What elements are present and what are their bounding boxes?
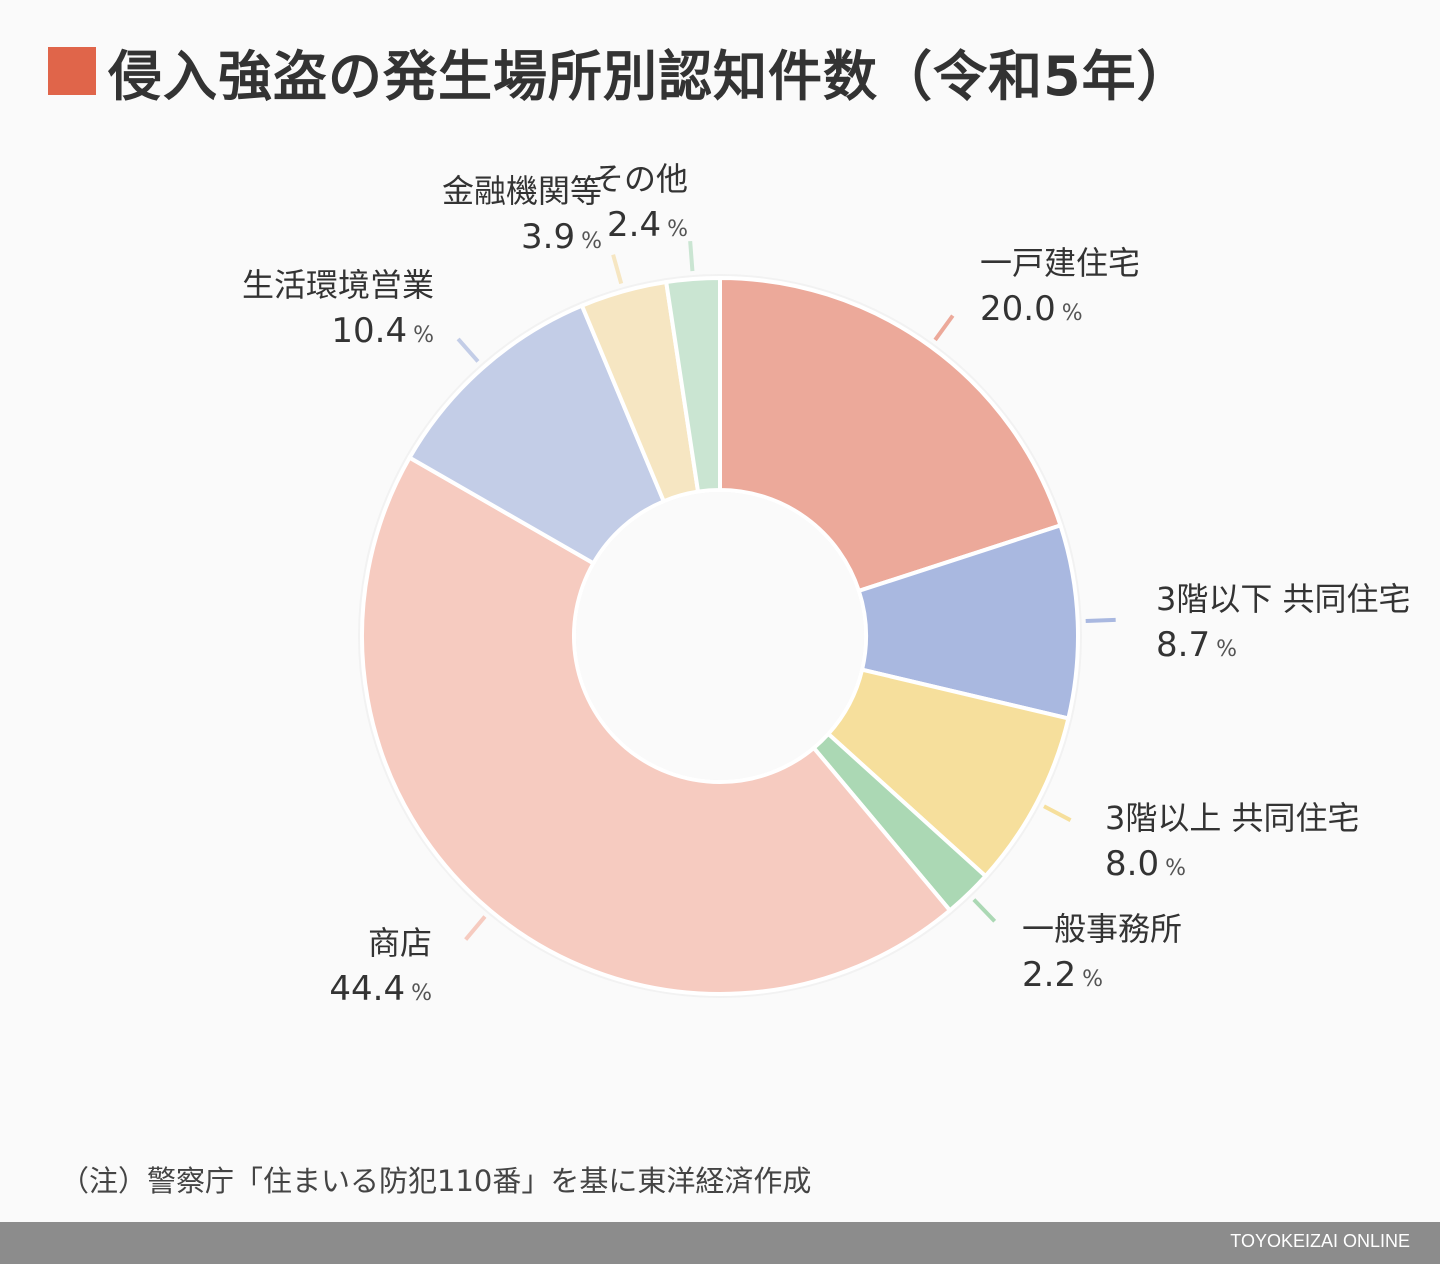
- slice-value: 10.4: [331, 311, 408, 351]
- source-note: （注）警察庁「住まいる防犯110番」を基に東洋経済作成: [60, 1164, 812, 1198]
- slice-value: 44.4: [329, 969, 406, 1009]
- slice-label: 生活環境営業 10.4%: [218, 262, 434, 359]
- slice-value: 2.2: [1022, 955, 1077, 995]
- slice-percent: 20.0%: [980, 286, 1140, 337]
- pie-slice: [663, 275, 722, 494]
- leader-tick: [1085, 617, 1116, 624]
- chart-title-row: 侵入強盗の発生場所別認知件数（令和5年）: [48, 36, 1192, 108]
- slice-label: 一戸建住宅 20.0%: [980, 240, 1140, 337]
- slice-label: 一般事務所 2.2%: [1022, 906, 1182, 1003]
- slice-name: 金融機関等: [441, 172, 602, 210]
- percent-unit: %: [1082, 967, 1103, 992]
- pie-slice: [360, 454, 953, 996]
- footer-bar: TOYOKEIZAI ONLINE: [0, 1222, 1440, 1264]
- percent-unit: %: [411, 981, 432, 1006]
- leader-tick: [1043, 804, 1072, 822]
- slice-value: 2.4: [607, 205, 662, 245]
- slice-value: 3.9: [521, 217, 576, 257]
- slice-name: 3階以下 共同住宅: [1156, 580, 1411, 618]
- slice-value: 8.7: [1156, 625, 1211, 665]
- percent-unit: %: [1165, 856, 1186, 881]
- slice-name: 一戸建住宅: [980, 244, 1141, 282]
- slice-value: 20.0: [980, 289, 1056, 329]
- pie-slice: [718, 275, 1064, 594]
- slice-label: 3階以下 共同住宅 8.7%: [1156, 576, 1411, 673]
- slice-percent: 8.7%: [1156, 622, 1411, 673]
- pie-slice: [856, 522, 1080, 721]
- slice-name: 商店: [367, 924, 432, 962]
- percent-unit: %: [581, 229, 602, 254]
- slice-name: 3階以上 共同住宅: [1105, 799, 1360, 837]
- leader-tick: [464, 915, 487, 941]
- slice-label: 商店 44.4%: [328, 920, 432, 1017]
- slice-label: その他 2.4%: [580, 156, 688, 253]
- title-marker: [48, 47, 96, 95]
- slice-percent: 3.9%: [388, 214, 602, 265]
- percent-unit: %: [413, 323, 434, 348]
- percent-unit: %: [1216, 637, 1237, 662]
- leader-tick: [456, 337, 480, 363]
- slice-percent: 2.4%: [580, 202, 688, 253]
- slice-value: 8.0: [1105, 844, 1160, 884]
- slice-label: 3階以上 共同住宅 8.0%: [1105, 795, 1360, 892]
- chart-title: 侵入強盗の発生場所別認知件数（令和5年）: [108, 44, 1192, 108]
- slice-percent: 10.4%: [218, 308, 434, 359]
- slice-percent: 8.0%: [1105, 841, 1360, 892]
- slice-name: 一般事務所: [1022, 910, 1183, 948]
- leader-tick: [972, 898, 997, 923]
- leader-tick: [688, 240, 695, 272]
- percent-unit: %: [1061, 301, 1083, 326]
- slice-percent: 2.2%: [1022, 952, 1182, 1003]
- pie-slice: [406, 303, 667, 566]
- percent-unit: %: [667, 217, 688, 242]
- slice-label: 金融機関等 3.9%: [388, 168, 602, 265]
- donut-hole: [576, 492, 864, 780]
- brand-name: TOYOKEIZAI ONLINE: [1230, 1231, 1410, 1251]
- leader-tick: [611, 254, 624, 285]
- leader-tick: [933, 314, 955, 342]
- slice-name: その他: [591, 160, 688, 198]
- slice-percent: 44.4%: [328, 966, 432, 1017]
- slice-name: 生活環境営業: [241, 266, 434, 304]
